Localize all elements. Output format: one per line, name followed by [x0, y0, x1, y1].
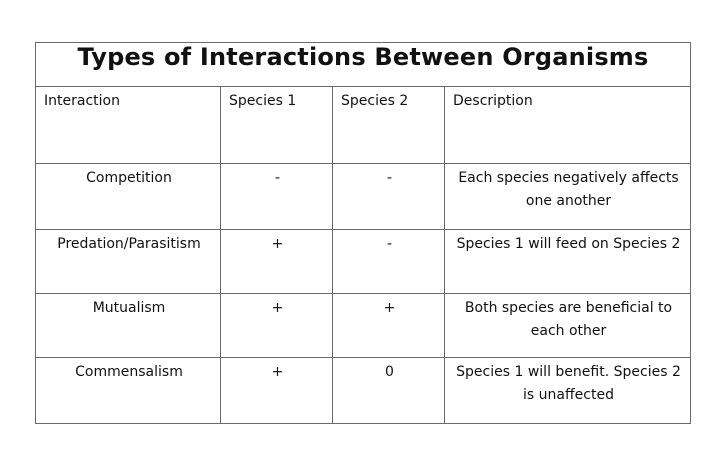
species-1-cell: +: [220, 357, 333, 424]
table-row: Predation/Parasitism + - Species 1 will …: [35, 229, 692, 294]
species-2-cell: -: [332, 163, 445, 230]
interaction-cell: Mutualism: [35, 293, 221, 358]
header-interaction: Interaction: [35, 86, 221, 164]
table-row: Competition - - Each species negatively …: [35, 163, 692, 230]
description-cell: Both species are beneficial to each othe…: [443, 293, 692, 358]
species-1-cell: -: [220, 163, 333, 230]
interactions-table: Types of Interactions Between Organisms …: [34, 42, 692, 424]
header-description: Description: [443, 86, 692, 164]
species-2-cell: -: [332, 229, 445, 294]
species-1-cell: +: [220, 229, 333, 294]
interaction-cell: Competition: [35, 163, 221, 230]
species-2-cell: +: [332, 293, 445, 358]
table-row: Commensalism + 0 Species 1 will benefit.…: [35, 357, 692, 424]
interaction-cell: Commensalism: [35, 357, 221, 424]
header-species-2: Species 2: [332, 86, 445, 164]
species-1-cell: +: [220, 293, 333, 358]
description-cell: Species 1 will benefit. Species 2 is una…: [443, 357, 692, 424]
species-2-cell: 0: [332, 357, 445, 424]
description-cell: Each species negatively affects one anot…: [443, 163, 692, 230]
table-row: Mutualism + + Both species are beneficia…: [35, 293, 692, 358]
table-title: Types of Interactions Between Organisms: [34, 42, 692, 87]
header-species-1: Species 1: [220, 86, 333, 164]
description-cell: Species 1 will feed on Species 2: [443, 229, 692, 294]
header-row: Interaction Species 1 Species 2 Descript…: [35, 86, 692, 164]
interaction-cell: Predation/Parasitism: [35, 229, 221, 294]
